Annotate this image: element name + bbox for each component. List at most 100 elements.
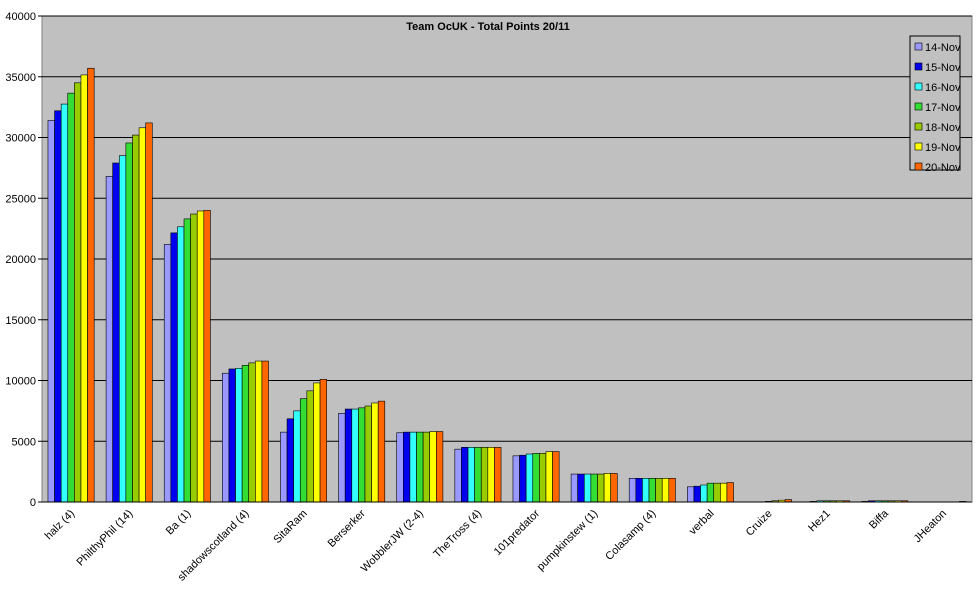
bar — [454, 448, 462, 503]
y-tick-label: 10000 — [5, 376, 36, 388]
legend-label: 16-Nov — [925, 82, 961, 94]
bar — [693, 485, 701, 503]
bar — [132, 134, 140, 503]
bar — [177, 226, 185, 503]
bar — [170, 232, 178, 503]
y-tick-label: 0 — [30, 497, 36, 509]
bar — [706, 482, 715, 503]
x-tick-label: PhilthyPhil (14) — [75, 508, 136, 569]
bar — [713, 482, 721, 503]
bar — [436, 431, 444, 503]
bar — [687, 486, 695, 503]
bar — [552, 451, 560, 503]
y-tick-label: 35000 — [5, 72, 36, 84]
x-tick-label: halz (4) — [43, 508, 77, 542]
bar — [112, 162, 120, 503]
chart-title: Team OcUK - Total Points 20/11 — [406, 21, 569, 33]
bar — [163, 244, 172, 503]
legend-swatch — [914, 82, 923, 91]
x-tick-label: JHeaton — [912, 508, 949, 545]
legend-label: 17-Nov — [925, 102, 961, 114]
bar — [118, 155, 127, 503]
bar — [603, 473, 611, 503]
x-tick-label: Hez1 — [806, 508, 833, 535]
bar — [145, 122, 153, 503]
y-tick-label: 15000 — [5, 315, 36, 327]
bar — [525, 453, 534, 503]
bar — [597, 473, 605, 503]
legend-label: 15-Nov — [925, 62, 961, 74]
x-tick-label: pumpkinstew (1) — [535, 508, 601, 574]
bar — [480, 447, 489, 503]
x-tick-label: TheTross (4) — [431, 508, 484, 561]
bar — [125, 142, 133, 503]
bar — [67, 92, 75, 503]
y-tick-label: 25000 — [5, 193, 36, 205]
bar — [105, 176, 113, 503]
y-tick-label: 30000 — [5, 133, 36, 145]
bar — [255, 360, 263, 503]
x-tick-label: 101predator — [492, 507, 543, 558]
bar — [416, 431, 424, 503]
bar — [248, 362, 256, 503]
bar — [351, 408, 359, 503]
bar — [577, 473, 585, 503]
legend-swatch — [914, 42, 923, 51]
bar — [570, 473, 578, 503]
legend-swatch — [914, 102, 923, 111]
legend-swatch — [914, 122, 923, 131]
y-tick-label: 5000 — [12, 436, 36, 448]
bar — [47, 120, 55, 503]
x-tick-label: Biffa — [867, 507, 892, 532]
bar — [74, 82, 82, 503]
bar — [60, 103, 69, 503]
bar — [487, 447, 495, 503]
bar — [306, 390, 314, 503]
bar — [590, 473, 598, 503]
x-tick-label: verbal — [687, 508, 717, 538]
bar — [371, 402, 379, 503]
bar — [280, 431, 288, 503]
bar — [313, 382, 321, 503]
bar — [726, 482, 734, 503]
bar — [461, 447, 469, 503]
bar — [532, 453, 540, 503]
bar — [203, 210, 211, 503]
bar — [661, 478, 670, 503]
bar — [396, 432, 404, 503]
bar — [403, 431, 411, 503]
bar — [628, 478, 637, 503]
x-tick-label: Berserker — [326, 507, 368, 549]
bar — [635, 478, 643, 503]
legend-label: 19-Nov — [925, 142, 961, 154]
bar — [222, 372, 230, 503]
bar — [583, 473, 592, 503]
bar — [668, 478, 676, 503]
bar — [190, 213, 198, 503]
bar — [183, 218, 191, 503]
legend-label: 14-Nov — [925, 42, 961, 54]
y-tick-label: 40000 — [5, 11, 36, 23]
bar — [319, 378, 327, 503]
bar — [642, 478, 650, 503]
bar — [655, 478, 663, 503]
bar — [409, 431, 417, 503]
bar — [364, 405, 372, 503]
legend-label: 18-Nov — [925, 122, 961, 134]
bar — [286, 418, 294, 503]
bar — [545, 451, 553, 503]
y-tick-label: 20000 — [5, 254, 36, 266]
bar — [235, 368, 243, 503]
legend-swatch — [914, 162, 923, 171]
legend-swatch — [914, 142, 923, 151]
bar — [358, 407, 366, 503]
x-tick-label: SitaRam — [271, 508, 309, 546]
bar — [196, 210, 205, 503]
legend-swatch — [914, 62, 923, 71]
x-tick-label: Ba (1) — [164, 508, 194, 538]
bar — [700, 484, 708, 503]
x-tick-label: Colasamp (4) — [603, 508, 658, 563]
bar — [138, 127, 146, 503]
bar — [648, 478, 656, 503]
bar — [261, 360, 269, 503]
